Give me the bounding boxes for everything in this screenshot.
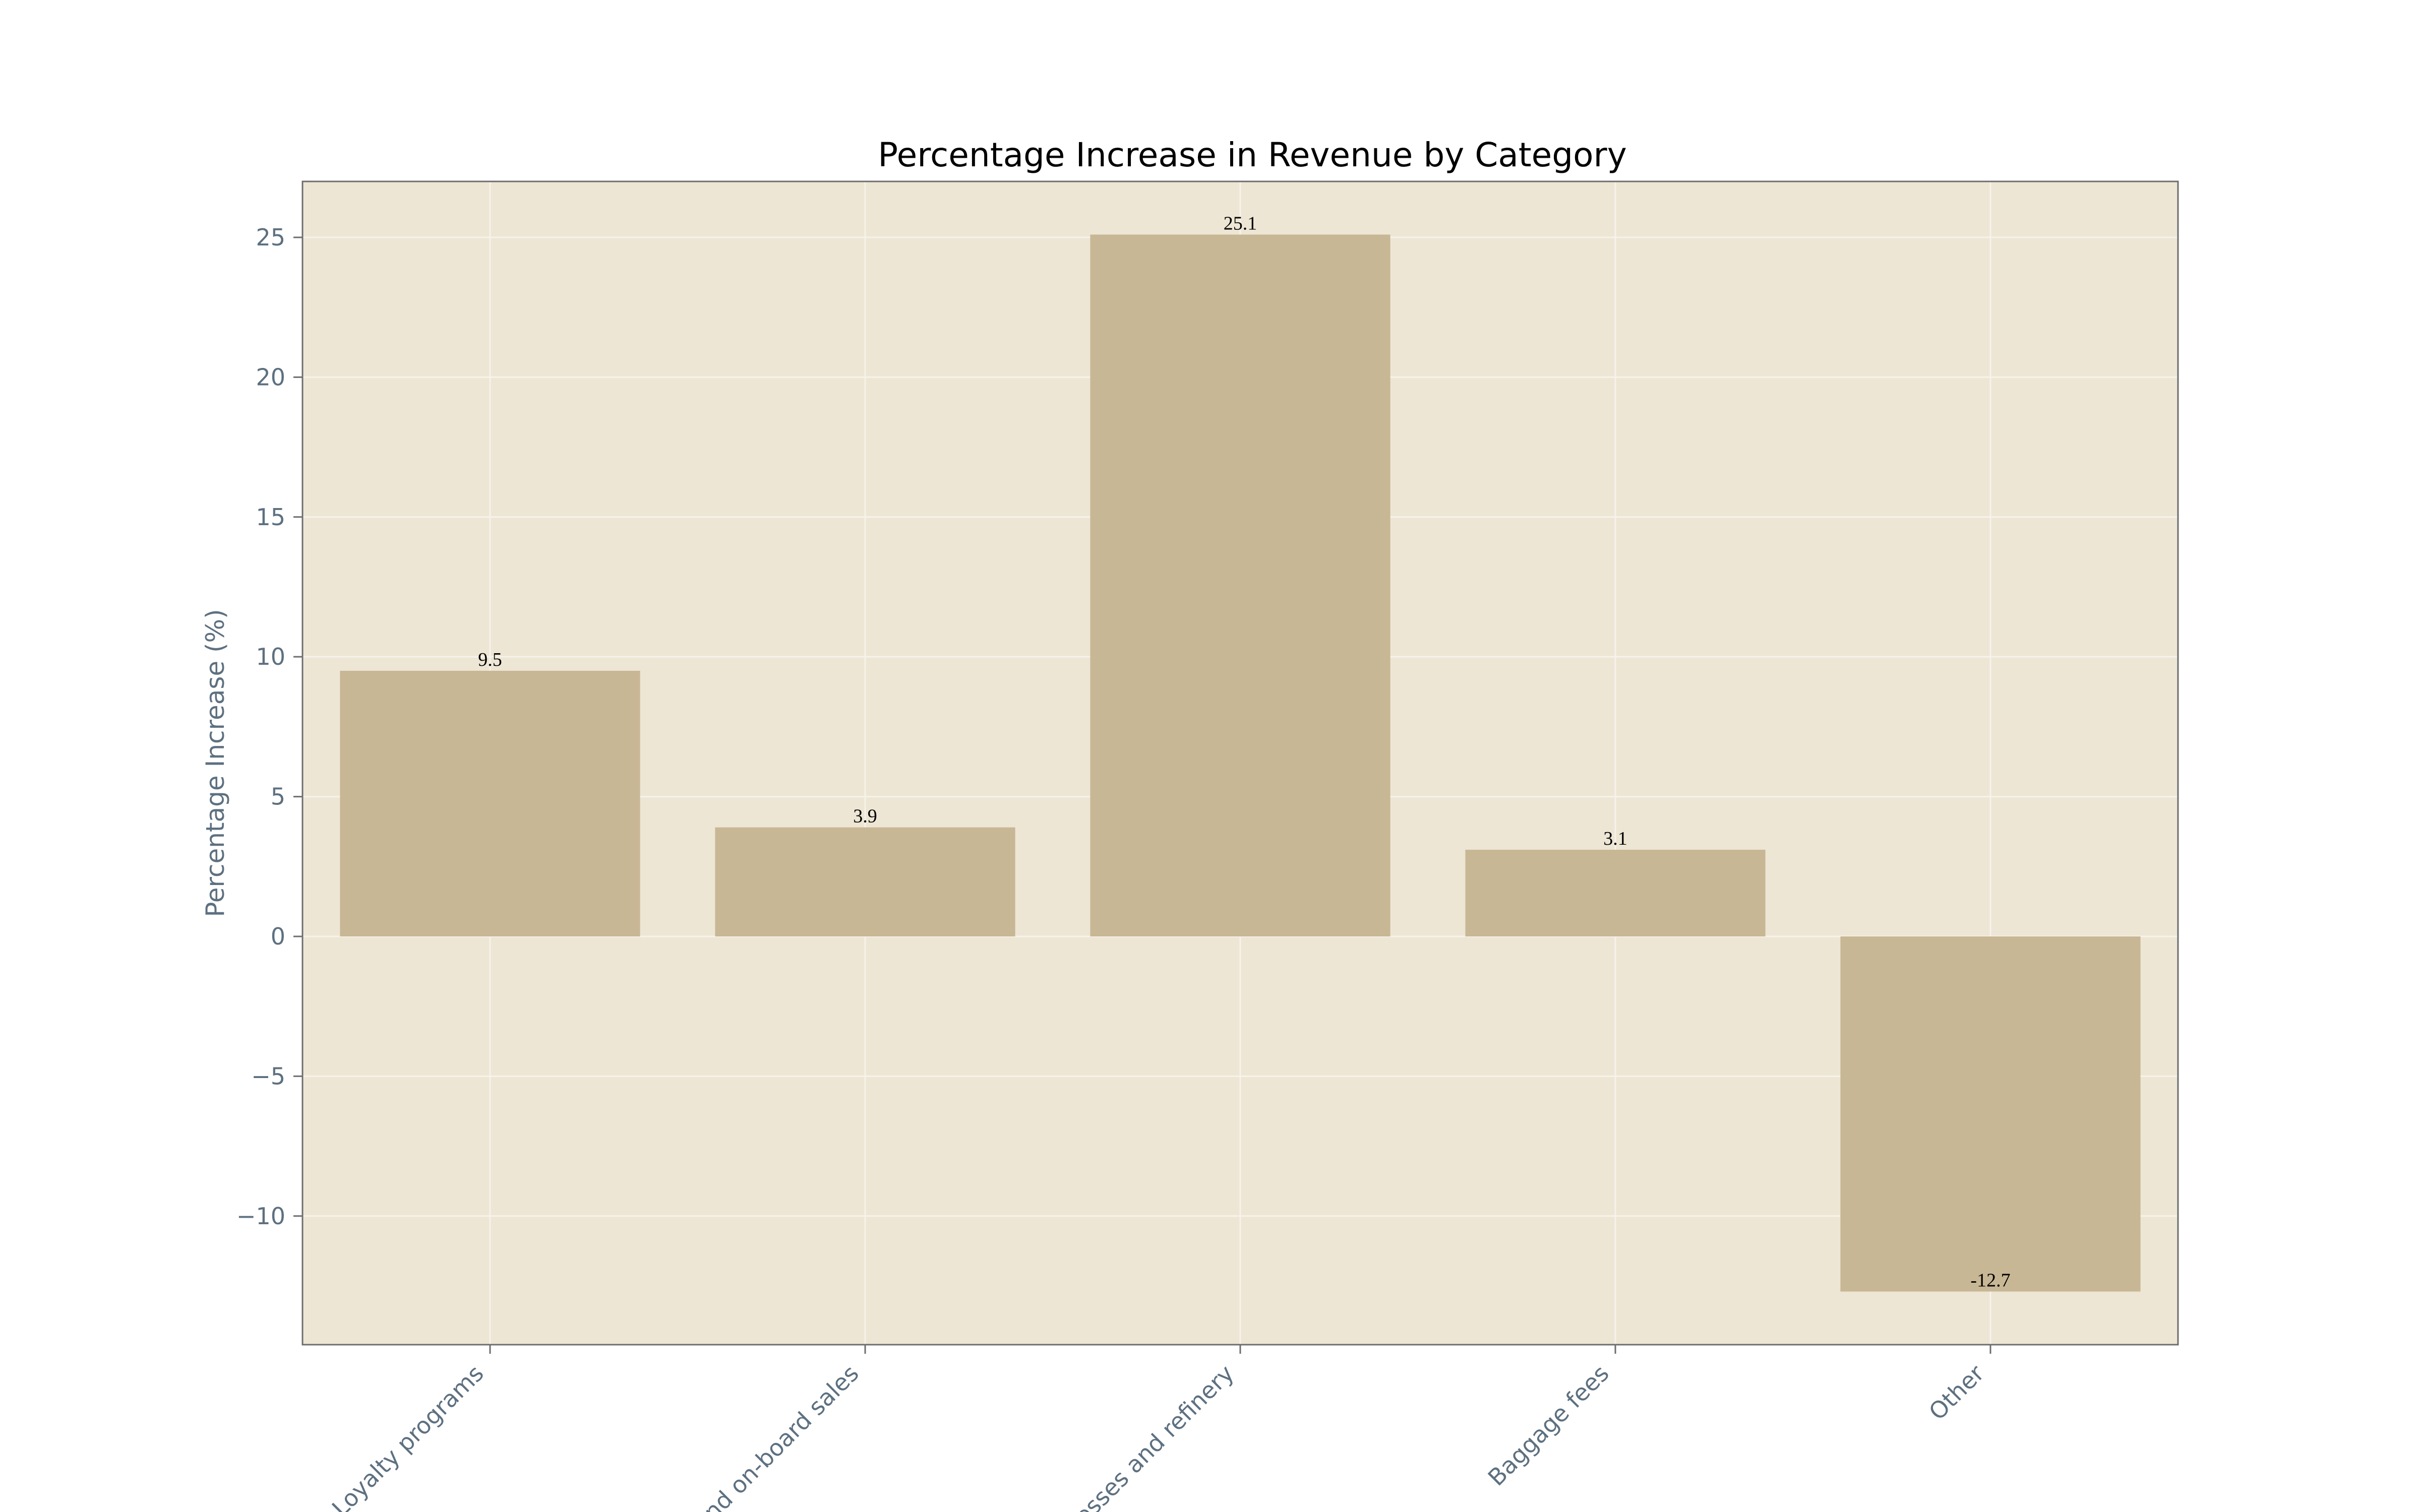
- data-label: 3.1: [1603, 828, 1627, 849]
- y-tick-label: 20: [256, 363, 285, 391]
- bar: [1090, 234, 1390, 936]
- data-labels: 9.5 3.9 25.1 3.1 -12.7: [478, 213, 2010, 1291]
- bar: [1465, 849, 1766, 936]
- chart-title: Percentage Increase in Revenue by Catego…: [878, 136, 1627, 174]
- data-label: 9.5: [478, 649, 502, 670]
- bars: [340, 234, 2141, 1292]
- data-label: 3.9: [853, 806, 877, 827]
- bar: [340, 670, 640, 936]
- y-tick-label: −10: [236, 1203, 285, 1230]
- y-tick-label: 25: [256, 224, 285, 251]
- y-tick-label: 0: [271, 923, 285, 950]
- x-tick-label: Loyalty programs: [327, 1360, 489, 1512]
- data-label: -12.7: [1970, 1270, 2010, 1291]
- y-axis-ticks: 25 20 15 10 5 0 −5 −10: [236, 224, 302, 1230]
- y-tick-label: 15: [256, 503, 285, 531]
- x-axis-ticks: Loyalty programs Food and on-board sales B…: [327, 1345, 1991, 1512]
- x-tick-label: Baggage fees: [1483, 1360, 1614, 1491]
- data-label: 25.1: [1224, 213, 1257, 234]
- x-tick-label: Businesses and refinery: [1024, 1360, 1239, 1512]
- y-tick-label: 10: [256, 643, 285, 670]
- y-axis-label: Percentage Increase (%): [201, 609, 230, 917]
- x-tick-label: Food and on-board sales: [643, 1360, 864, 1512]
- y-tick-label: 5: [271, 783, 285, 810]
- x-tick-label: Other: [1923, 1360, 1989, 1426]
- y-tick-label: −5: [251, 1062, 285, 1090]
- bar: [1840, 936, 2141, 1292]
- bar: [715, 827, 1015, 936]
